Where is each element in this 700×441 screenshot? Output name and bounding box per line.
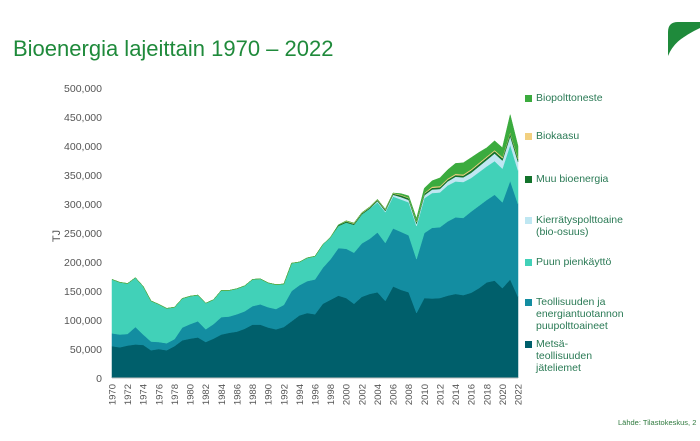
y-tick-label: 0 bbox=[96, 373, 102, 385]
y-axis-ticks: 0 50,000 100,000 150,000 200,000 250,000 300,0… bbox=[64, 83, 102, 385]
chart-legend: Biopolttoneste Biokaasu Muu bioenergia Kier… bbox=[525, 0, 700, 400]
x-tick-label: 2004 bbox=[373, 384, 384, 405]
x-tick-label: 2020 bbox=[498, 384, 509, 405]
legend-item: Muu bioenergia bbox=[525, 173, 608, 185]
x-tick-label: 2006 bbox=[389, 384, 400, 405]
x-tick-label: 2002 bbox=[357, 384, 368, 405]
area-series-6 bbox=[111, 114, 519, 309]
x-tick-label: 2018 bbox=[482, 384, 493, 405]
legend-label: Biopolttoneste bbox=[536, 92, 603, 104]
y-tick-label: 400,000 bbox=[64, 141, 102, 153]
x-tick-label: 1984 bbox=[217, 384, 228, 405]
x-tick-label: 1972 bbox=[123, 384, 134, 405]
legend-swatch bbox=[525, 95, 532, 102]
x-tick-label: 1992 bbox=[279, 384, 290, 405]
chart-areas bbox=[111, 114, 519, 379]
x-tick-label: 1980 bbox=[186, 384, 197, 405]
legend-item: Metsä- teollisuuden jäteliemet bbox=[525, 338, 592, 374]
legend-item: Biokaasu bbox=[525, 130, 579, 142]
legend-label: Biokaasu bbox=[536, 130, 580, 142]
legend-swatch bbox=[525, 299, 532, 306]
legend-swatch bbox=[525, 217, 532, 224]
y-tick-label: 50,000 bbox=[70, 344, 102, 356]
legend-swatch bbox=[525, 133, 532, 140]
y-axis-label: TJ bbox=[51, 230, 63, 242]
legend-label: Muu bioenergia bbox=[536, 173, 609, 185]
x-tick-label: 1988 bbox=[248, 384, 259, 405]
y-tick-label: 250,000 bbox=[64, 228, 102, 240]
legend-item: Kierrätyspolttoaine (bio-osuus) bbox=[525, 214, 623, 238]
legend-label: Teollisuuden ja energiantuotannon puupol… bbox=[536, 296, 624, 332]
x-tick-label: 1974 bbox=[139, 384, 150, 405]
y-tick-label: 350,000 bbox=[64, 170, 102, 182]
y-tick-label: 300,000 bbox=[64, 199, 102, 211]
x-tick-label: 1990 bbox=[264, 384, 275, 405]
x-tick-label: 1994 bbox=[295, 384, 306, 405]
chart: 0 50,000 100,000 150,000 200,000 250,000 300,0… bbox=[51, 83, 525, 405]
legend-item: Biopolttoneste bbox=[525, 92, 603, 104]
x-tick-label: 1970 bbox=[108, 384, 119, 405]
x-tick-label: 2022 bbox=[514, 384, 525, 405]
y-tick-label: 200,000 bbox=[64, 257, 102, 269]
x-tick-label: 2000 bbox=[342, 384, 353, 405]
legend-swatch bbox=[525, 176, 532, 183]
y-tick-label: 500,000 bbox=[64, 83, 102, 95]
x-tick-label: 2014 bbox=[451, 384, 462, 405]
x-tick-label: 2016 bbox=[467, 384, 478, 405]
x-tick-label: 1998 bbox=[326, 384, 337, 405]
company-logo bbox=[668, 22, 700, 56]
legend-label: Kierrätyspolttoaine (bio-osuus) bbox=[536, 214, 623, 238]
source-note: Lähde: Tilastokeskus, 2 bbox=[618, 418, 697, 427]
x-axis-ticks: 1970 1972 1974 1976 1978 1980 1982 1984 1986 1988… bbox=[108, 384, 525, 405]
x-tick-label: 1976 bbox=[154, 384, 165, 405]
y-tick-label: 150,000 bbox=[64, 286, 102, 298]
legend-label: Metsä- teollisuuden jäteliemet bbox=[536, 338, 593, 374]
y-tick-label: 100,000 bbox=[64, 315, 102, 327]
x-tick-label: 2012 bbox=[435, 384, 446, 405]
legend-swatch bbox=[525, 259, 532, 266]
y-tick-label: 450,000 bbox=[64, 112, 102, 124]
x-tick-label: 1978 bbox=[170, 384, 181, 405]
x-tick-label: 1996 bbox=[311, 384, 322, 405]
x-tick-label: 1986 bbox=[232, 384, 243, 405]
legend-label: Puun pienkäyttö bbox=[536, 256, 612, 268]
x-tick-label: 2008 bbox=[404, 384, 415, 405]
x-tick-label: 1982 bbox=[201, 384, 212, 405]
legend-item: Puun pienkäyttö bbox=[525, 256, 611, 268]
slide-title: Bioenergia lajeittain 1970 – 2022 bbox=[13, 36, 334, 61]
legend-swatch bbox=[525, 341, 532, 348]
legend-item: Teollisuuden ja energiantuotannon puupol… bbox=[525, 296, 624, 332]
x-tick-label: 2010 bbox=[420, 384, 431, 405]
